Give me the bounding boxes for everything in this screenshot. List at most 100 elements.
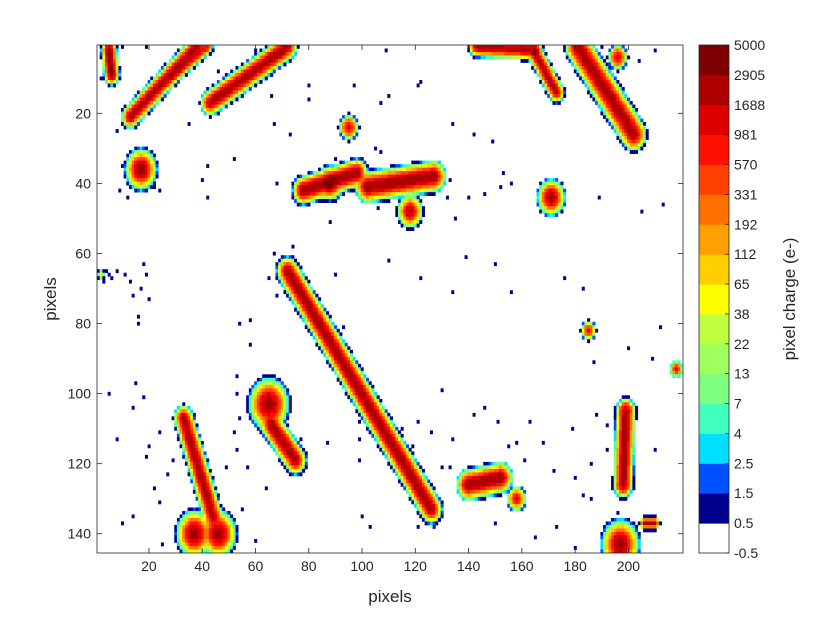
heatmap-cell xyxy=(549,188,553,193)
heatmap-cell xyxy=(310,286,314,291)
heatmap-cell xyxy=(592,69,596,74)
heatmap-cell xyxy=(432,167,436,172)
heatmap-cell xyxy=(283,52,287,56)
heatmap-cell xyxy=(413,472,417,477)
heatmap-cell xyxy=(312,311,316,316)
heatmap-cell xyxy=(613,122,617,126)
heatmap-cell xyxy=(616,468,620,473)
heatmap-cell xyxy=(187,549,191,553)
heatmap-cell xyxy=(352,157,356,161)
heatmap-cell xyxy=(219,101,223,105)
heatmap-cell xyxy=(557,94,561,98)
heatmap-cell xyxy=(555,181,559,186)
heatmap-cell xyxy=(616,409,620,414)
heatmap-cell xyxy=(334,360,338,365)
heatmap-cell xyxy=(115,76,119,81)
heatmap-cell xyxy=(619,62,623,67)
heatmap-cell xyxy=(416,468,420,473)
heatmap-cell xyxy=(624,458,628,463)
heatmap-cell xyxy=(347,118,351,123)
heatmap-cell xyxy=(632,475,636,480)
colorbar-segment xyxy=(699,164,729,195)
heatmap-cell xyxy=(400,199,404,203)
heatmap-cell xyxy=(176,409,180,414)
heatmap-cell xyxy=(531,52,535,56)
heatmap-cell xyxy=(400,209,404,214)
heatmap-cell xyxy=(310,188,314,193)
heatmap-cell xyxy=(619,528,623,533)
heatmap-cell xyxy=(251,419,255,424)
heatmap-cell xyxy=(342,374,346,379)
colorbar-tick-label: -0.5 xyxy=(734,545,758,561)
heatmap-cell xyxy=(627,426,631,431)
heatmap-cell xyxy=(203,531,207,536)
heatmap-cell xyxy=(528,55,532,60)
heatmap-cell xyxy=(283,454,287,459)
heatmap-cell xyxy=(254,62,258,67)
heatmap-cell xyxy=(360,381,364,386)
heatmap-cell xyxy=(291,300,295,305)
heatmap-cell xyxy=(128,150,132,154)
heatmap-cell xyxy=(419,202,423,207)
heatmap-cell xyxy=(488,482,492,487)
heatmap-cell xyxy=(429,507,433,512)
heatmap-cell xyxy=(390,178,394,182)
heatmap-cell xyxy=(475,472,479,477)
heatmap-cell xyxy=(621,97,625,102)
heatmap-cell xyxy=(485,472,489,477)
heatmap-cell xyxy=(613,528,617,533)
heatmap-cell xyxy=(397,174,401,179)
heatmap-cell xyxy=(256,423,260,428)
heatmap-cell xyxy=(603,69,607,74)
heatmap-cell xyxy=(107,391,111,396)
heatmap-cell xyxy=(334,363,338,368)
heatmap-cell xyxy=(411,199,415,203)
heatmap-cell xyxy=(275,426,279,431)
heatmap-cell xyxy=(262,426,266,431)
heatmap-cell xyxy=(262,73,266,77)
heatmap-cell xyxy=(331,325,335,330)
heatmap-cell xyxy=(200,55,204,60)
heatmap-cell xyxy=(632,545,636,550)
heatmap-cell xyxy=(403,220,407,225)
heatmap-cell xyxy=(613,458,617,463)
heatmap-cell xyxy=(539,59,543,63)
heatmap-cell xyxy=(155,167,159,172)
heatmap-cell xyxy=(190,440,194,445)
heatmap-cell xyxy=(184,52,188,56)
heatmap-cell xyxy=(315,300,319,305)
heatmap-cell xyxy=(299,192,303,196)
heatmap-cell xyxy=(392,430,396,435)
heatmap-cell xyxy=(315,318,319,323)
heatmap-cell xyxy=(619,426,623,431)
heatmap-cell xyxy=(336,360,340,365)
heatmap-cell xyxy=(336,185,340,189)
heatmap-cell xyxy=(123,125,127,130)
heatmap-cell xyxy=(408,496,412,501)
heatmap-cell xyxy=(166,87,170,91)
heatmap-cell xyxy=(408,458,412,463)
heatmap-cell xyxy=(336,181,340,186)
heatmap-cell xyxy=(371,178,375,182)
heatmap-cell xyxy=(352,384,356,389)
heatmap-cell xyxy=(608,531,612,536)
heatmap-cell xyxy=(283,426,287,431)
heatmap-cell xyxy=(408,493,412,498)
heatmap-cell xyxy=(421,500,425,505)
heatmap-cell xyxy=(408,227,412,232)
heatmap-cell xyxy=(192,486,196,491)
colorbar-segment xyxy=(699,134,729,166)
heatmap-cell xyxy=(232,87,236,91)
heatmap-cell xyxy=(259,73,263,77)
heatmap-cell xyxy=(616,423,620,428)
heatmap-cell xyxy=(528,419,532,424)
heatmap-cell xyxy=(413,458,417,463)
heatmap-cell xyxy=(203,489,207,494)
heatmap-cell xyxy=(632,426,636,431)
heatmap-cell xyxy=(270,381,274,386)
heatmap-cell xyxy=(416,164,420,168)
heatmap-cell xyxy=(603,115,607,119)
heatmap-cell xyxy=(251,405,255,410)
heatmap-cell xyxy=(651,514,655,519)
heatmap-cell xyxy=(421,517,425,522)
